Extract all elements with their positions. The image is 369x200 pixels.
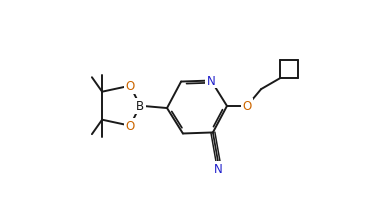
Text: B: B	[136, 100, 144, 113]
Text: O: O	[125, 120, 135, 133]
Text: O: O	[242, 100, 252, 113]
Text: N: N	[214, 163, 223, 176]
Text: N: N	[207, 75, 215, 88]
Text: O: O	[125, 80, 135, 93]
